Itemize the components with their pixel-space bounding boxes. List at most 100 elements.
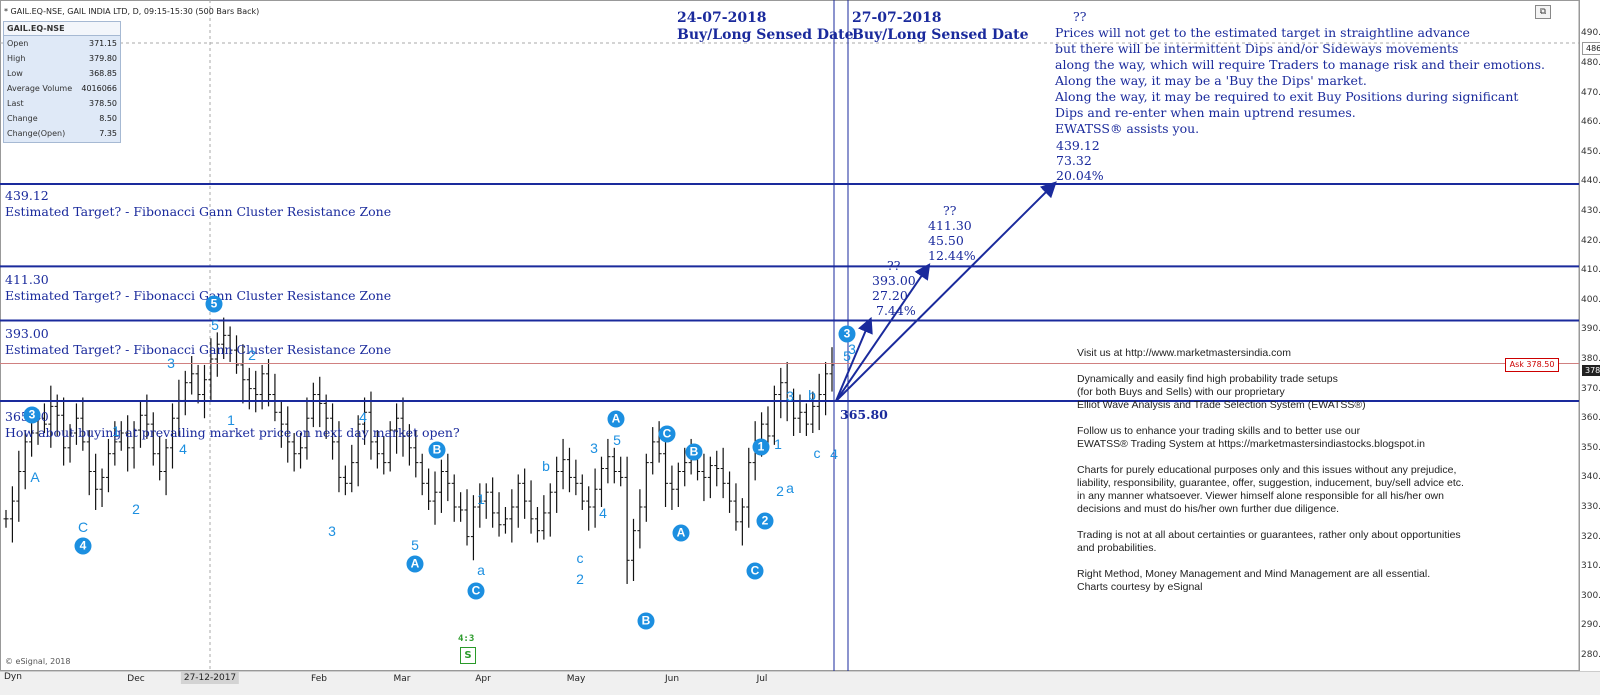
wave-circle-label: 5 [205, 295, 223, 313]
info-line: liability, responsibility, guarantee, of… [1077, 477, 1464, 489]
info-value: 379.80 [89, 54, 117, 63]
restore-window-button[interactable]: ⧉ [1535, 5, 1551, 19]
buy-date-1: 24-07-2018 [677, 10, 767, 26]
note-line: EWATSS® assists you. [1055, 121, 1200, 136]
wave-circle-label: 2 [756, 512, 774, 530]
info-line: Elliot Wave Analysis and Trade Selection… [1077, 399, 1366, 411]
info-box-title: GAIL.EQ-NSE [4, 22, 120, 36]
info-value: 4016066 [81, 84, 117, 93]
wave-label: 2 [248, 347, 256, 363]
info-line [1077, 516, 1464, 529]
info-line: Follow us to enhance your trading skills… [1077, 425, 1361, 437]
target-price-393: 393.00 [872, 273, 916, 288]
target-price-411: 411.30 [928, 218, 972, 233]
month-label: May [566, 674, 586, 684]
month-label: Mar [393, 674, 411, 684]
note-line: Along the way, it may be required to exi… [1055, 89, 1519, 104]
last-price-badge: 378.50 [1582, 365, 1600, 376]
wave-label: 1 [227, 412, 235, 428]
info-line: Right Method, Money Management and Mind … [1077, 568, 1431, 580]
price-tick: 360.00 [1581, 413, 1600, 424]
info-row: Last 378.50 [4, 96, 120, 111]
wave-label: 4 [599, 505, 607, 521]
wave-circle-label: C [746, 562, 764, 580]
wave-circle-label: 1 [752, 438, 770, 456]
zone-label-393: 393.00 Estimated Target? - Fibonacci Gan… [5, 326, 391, 358]
wave-label: a [786, 480, 794, 496]
note-question: ?? [1073, 9, 1087, 24]
target-pct-411: 12.44% [928, 248, 976, 263]
info-line: in any manner whatsoever. Viewer himself… [1077, 490, 1444, 502]
target-arrows [835, 181, 1057, 402]
wave-label: 3 [848, 341, 856, 357]
wave-label: 5 [843, 348, 851, 364]
price-tick: 370.00 [1581, 383, 1600, 394]
buy-date-2: 27-07-2018 [852, 10, 942, 26]
note-line: along the way, which will require Trader… [1055, 57, 1545, 72]
price-tick: 340.00 [1581, 472, 1600, 483]
price-tick: 290.00 [1581, 620, 1600, 631]
info-label: High [7, 54, 26, 63]
price-tick: 430.00 [1581, 206, 1600, 217]
info-line [1077, 360, 1464, 373]
target-price-439: 439.12 [1056, 138, 1100, 153]
time-axis-bar [0, 671, 1600, 695]
wave-circle-label: C [658, 425, 676, 443]
info-row: High 379.80 [4, 51, 120, 66]
info-line: decisions and must do his/her own furthe… [1077, 503, 1340, 515]
info-line: Charts for purely educational purposes o… [1077, 464, 1457, 476]
price-tick: 300.00 [1581, 590, 1600, 601]
price-tick: 490.00 [1581, 28, 1600, 39]
wave-label: b [542, 458, 550, 474]
wave-label: 1 [774, 436, 782, 452]
price-3658-label: 365.80 [840, 407, 888, 422]
info-row: Low 368.85 [4, 66, 120, 81]
zone-label-411: 411.30 Estimated Target? - Fibonacci Gan… [5, 272, 391, 304]
target-arrow [835, 263, 931, 402]
price-tick: 280.00 [1581, 650, 1600, 660]
month-label: Feb [311, 674, 327, 684]
wave-label: 2 [132, 501, 140, 517]
wave-label: 3 [167, 355, 175, 371]
zone-text-439: Estimated Target? - Fibonacci Gann Clust… [5, 204, 392, 219]
dyn-button[interactable]: Dyn [4, 672, 22, 682]
ratio-label: 4:3 [458, 634, 475, 644]
wave-circle-label: 4 [74, 537, 92, 555]
price-tick: 450.00 [1581, 146, 1600, 157]
info-row: Change(Open) 7.35 [4, 126, 120, 141]
note-line: Dips and re-enter when main uptrend resu… [1055, 105, 1356, 120]
wave-label: 2 [776, 483, 784, 499]
info-label: Average Volume [7, 84, 73, 93]
zone-text-411: Estimated Target? - Fibonacci Gann Clust… [5, 288, 392, 303]
target-q-411: ?? [943, 203, 957, 218]
zone-text-393: Estimated Target? - Fibonacci Gann Clust… [5, 342, 392, 357]
target-gain-393: 27.20 [872, 288, 908, 303]
price-tick: 330.00 [1581, 502, 1600, 512]
wave-circle-label: A [406, 555, 424, 573]
symbol-info-box: GAIL.EQ-NSE Open 371.15 High 379.80 Low 368.8… [3, 21, 121, 143]
wave-label: c [576, 550, 584, 566]
info-label: Change [7, 114, 38, 123]
wave-label: 4 [359, 409, 367, 425]
price-tick: 310.00 [1581, 561, 1600, 572]
wave-label: 1 [477, 491, 485, 507]
target-gain-439: 73.32 [1056, 153, 1092, 168]
price-tick: 440.00 [1581, 176, 1600, 187]
info-row: Open 371.15 [4, 36, 120, 51]
wave-label: b [808, 387, 816, 403]
info-row: Change 8.50 [4, 111, 120, 126]
info-line: Trading is not at all about certainties … [1077, 529, 1461, 541]
zone-text-3658: How about buying at prevailing market pr… [5, 425, 460, 440]
buy-date-label-2: 27-07-2018 Buy/Long Sensed Date [852, 10, 1029, 44]
target-pct-393: 7.44% [876, 303, 916, 318]
target-gain-411: 45.50 [928, 233, 964, 248]
info-row: Average Volume 4016066 [4, 81, 120, 96]
wave-circle-label: B [428, 441, 446, 459]
wave-circle-label: B [685, 443, 703, 461]
info-value: 7.35 [99, 129, 117, 138]
buy-date-1-sub: Buy/Long Sensed Date [677, 27, 854, 43]
zone-price-393: 393.00 [5, 326, 49, 341]
info-label: Change(Open) [7, 129, 66, 138]
price-tick: 470.00 [1581, 87, 1600, 98]
